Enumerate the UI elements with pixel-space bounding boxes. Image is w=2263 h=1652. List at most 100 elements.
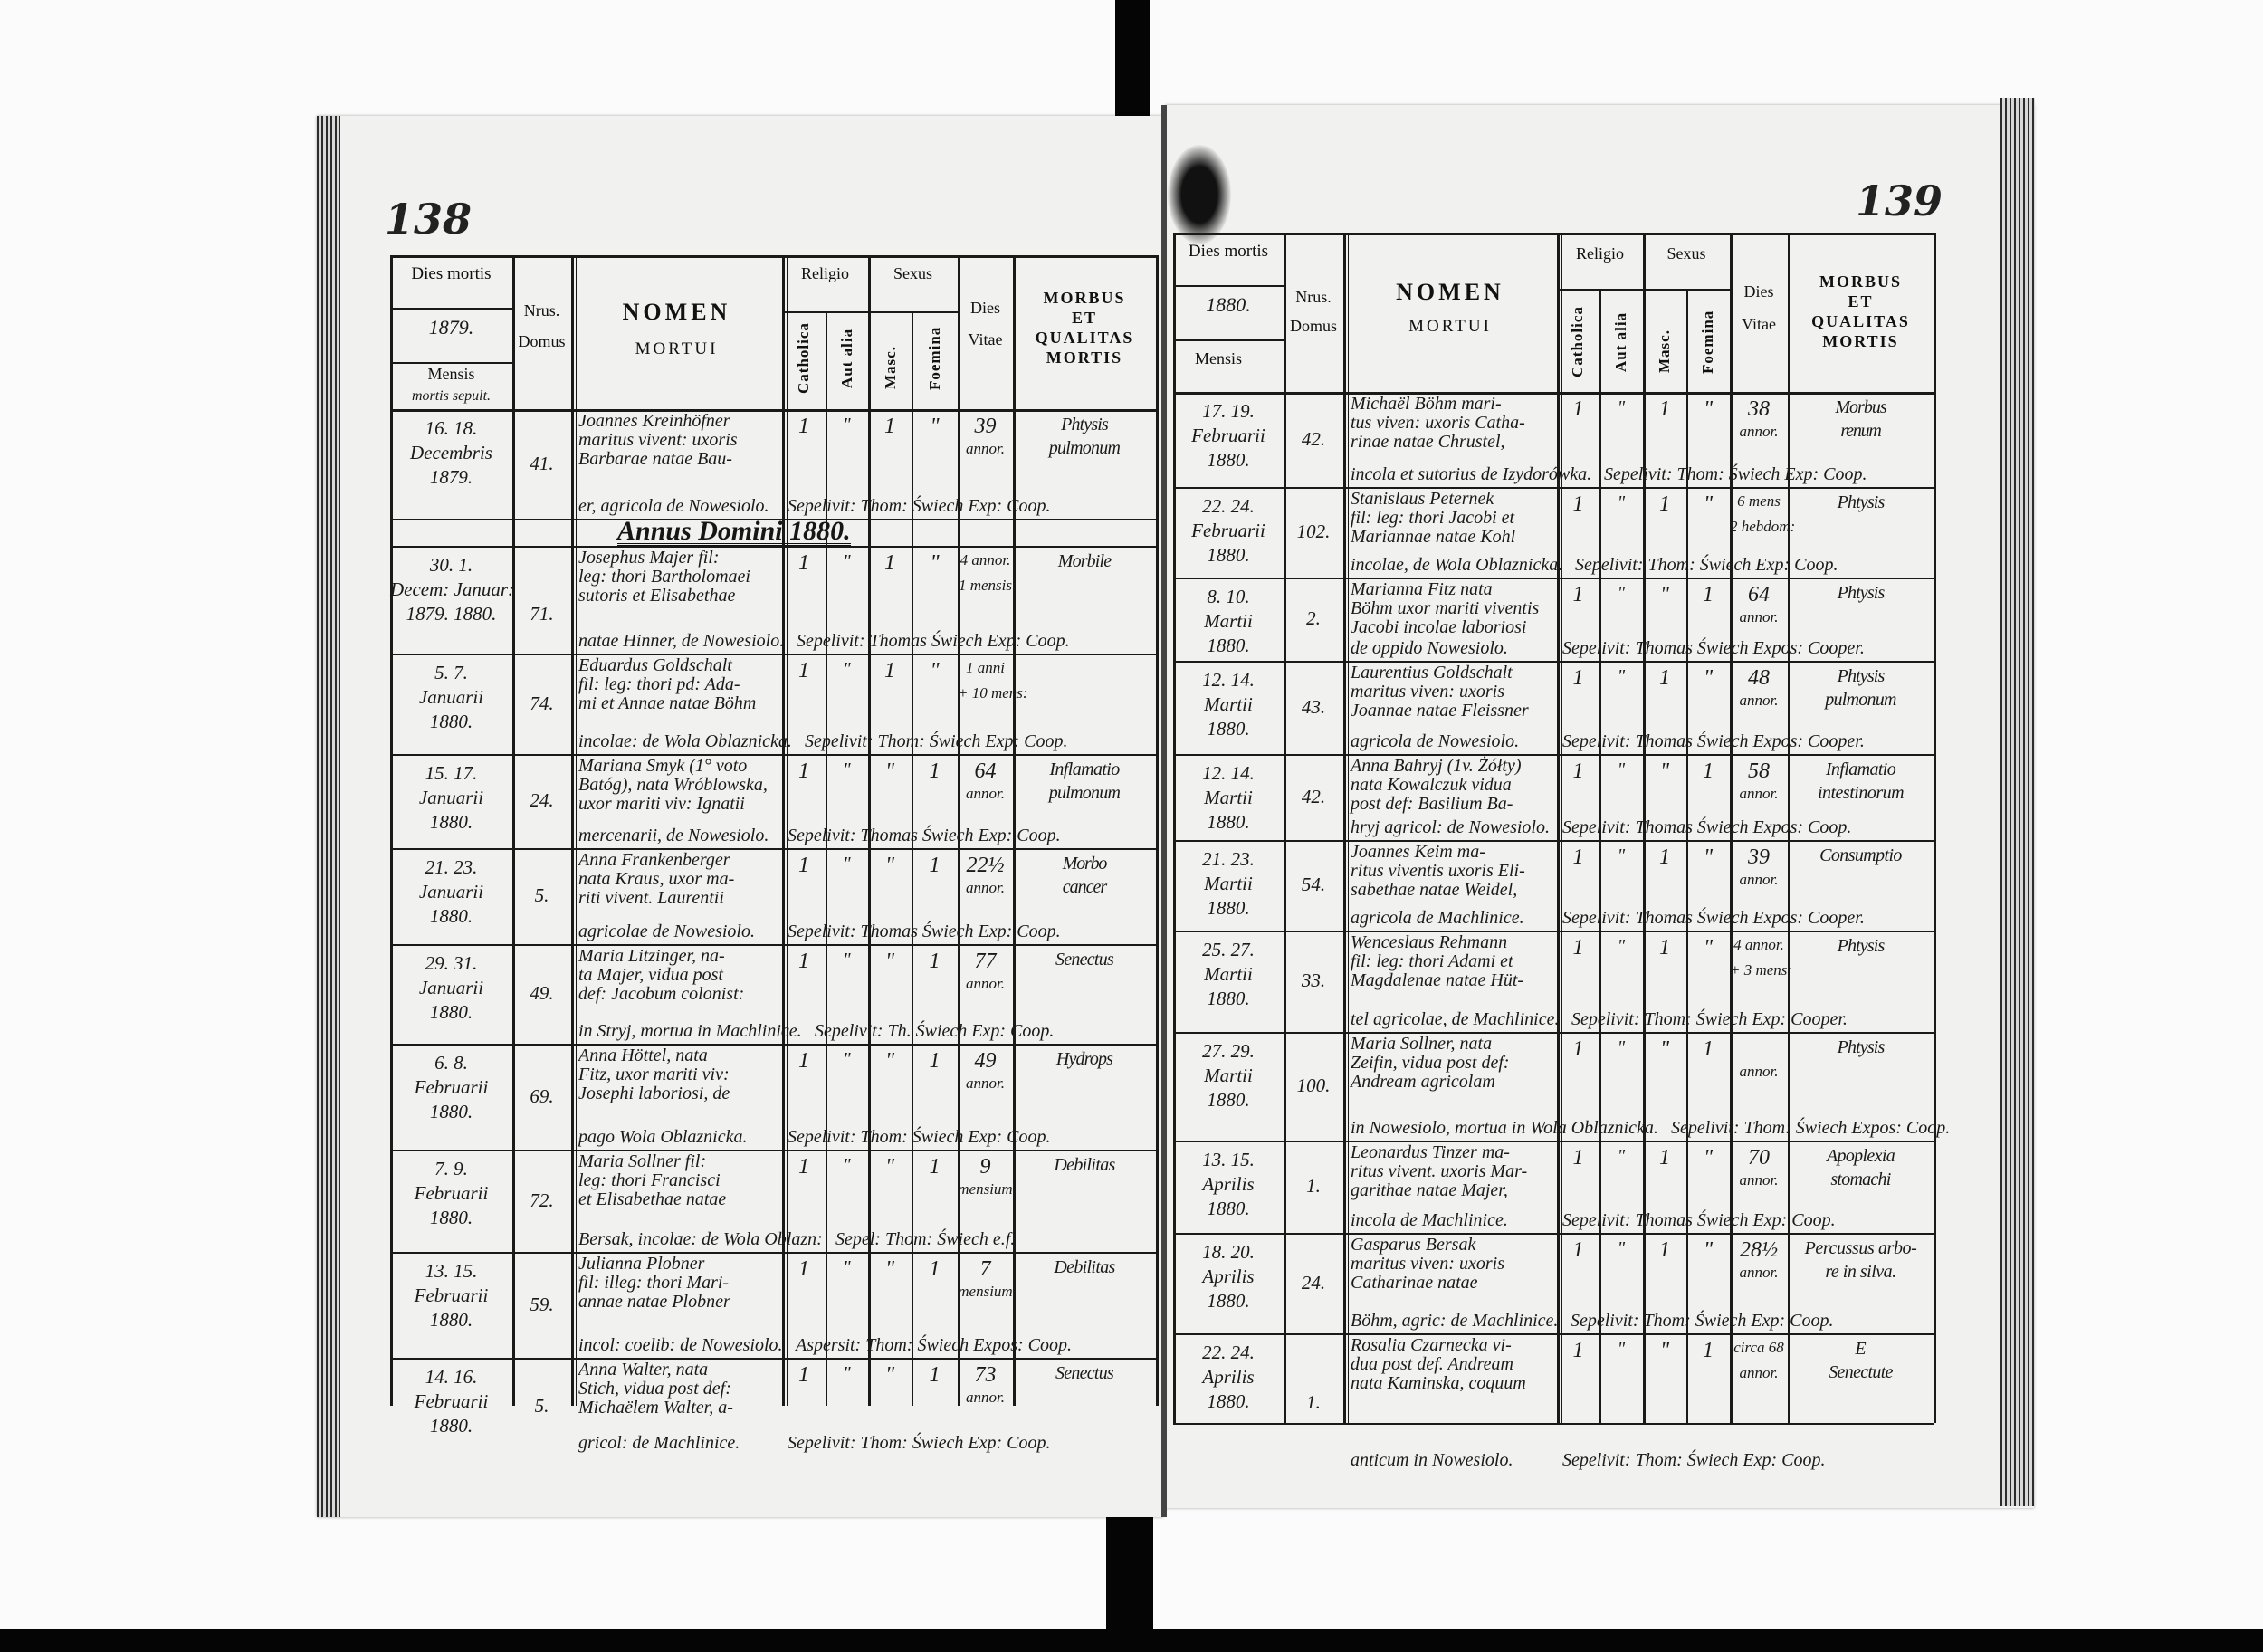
name-line: def: Jacobum colonist: <box>578 984 745 1004</box>
cause-of-death-line: re in silva. <box>1825 1262 1896 1282</box>
cause-of-death-line: E <box>1855 1339 1867 1359</box>
header-morbus-line: MORBUS <box>1819 272 1902 291</box>
name-line: pago Wola Oblaznicka. <box>578 1127 748 1147</box>
header-morbus: MORBUS ET QUALITAS MORTIS <box>1788 272 1934 351</box>
table-bottom-rule <box>1173 1423 1934 1425</box>
header-vitae: Vitae <box>968 330 1003 349</box>
column-rule <box>1730 233 1733 1423</box>
religio-aut-alia: " <box>843 759 851 779</box>
header-year-rule-bottom <box>390 362 512 364</box>
date-line: 13. 15. <box>425 1260 478 1282</box>
header-year-rule-top <box>1173 285 1284 287</box>
name-line: Wenceslaus Rehmann <box>1351 932 1508 952</box>
column-rule <box>390 255 393 1406</box>
row-rule <box>1173 1333 1934 1335</box>
burial-note: Aspersit: Thom: Świech Expos: Coop. <box>796 1335 1072 1355</box>
religio-aut-alia: " <box>843 854 851 874</box>
sex-masc: " <box>884 1049 895 1073</box>
sex-foemina: 1 <box>1703 1339 1714 1362</box>
name-line: tel agricolae, de Machlinice. <box>1351 1009 1560 1029</box>
name-line: Joannes Kreinhöfner <box>578 411 730 431</box>
burial-note: Sepelivit: Thom: Świech Exp: Coop. <box>788 496 1051 516</box>
column-rule <box>1557 233 1560 1423</box>
age-line: mensium <box>958 1283 1013 1300</box>
date-line: 1879. 1880. <box>406 603 497 625</box>
date-line: Aprilis <box>1202 1173 1255 1195</box>
name-line: Barbarae natae Bau- <box>578 449 732 469</box>
date-line: 21. 23. <box>1202 848 1255 870</box>
date-line: 1880. <box>429 905 473 927</box>
name-line: natae Hinner, de Nowesiolo. <box>578 631 785 651</box>
name-line: Anna Frankenberger <box>578 850 730 870</box>
cause-of-death-line: Phtysis <box>1837 1037 1886 1057</box>
header-nomen: NOMEN <box>622 299 731 325</box>
header-nrus: Nrus. <box>1295 288 1332 306</box>
header-year: 1880. <box>1206 293 1251 316</box>
column-rule-double <box>787 255 788 1406</box>
religio-catholica: 1 <box>798 854 809 877</box>
date-line: 1880. <box>1207 635 1250 656</box>
column-rule <box>1173 233 1176 1423</box>
date-line: 1880. <box>1207 1089 1250 1111</box>
row-rule <box>390 1044 1156 1046</box>
date-line: 18. 20. <box>1202 1241 1255 1263</box>
column-rule <box>1788 233 1790 1423</box>
religio-catholica: 1 <box>1572 845 1584 869</box>
date-line: Martii <box>1204 693 1253 715</box>
header-catholica: Catholica <box>795 322 812 395</box>
date-line: Martii <box>1204 873 1253 894</box>
burial-note: Sepelivit: Thom: Świech Exp: Cooper. <box>1571 1009 1848 1029</box>
name-line: leg: thori Francisci <box>578 1170 721 1190</box>
date-line: 1880. <box>1207 1198 1250 1219</box>
burial-note: Sepelivit: Thomas Świech Expos: Cooper. <box>1562 638 1865 658</box>
column-rule <box>912 311 913 1406</box>
name-line: leg: thori Bartholomaei <box>578 567 750 587</box>
name-line: ta Majer, vidua post <box>578 965 723 985</box>
cause-of-death-line: Morbus <box>1835 397 1886 417</box>
name-line: rinae natae Chrustel, <box>1351 432 1505 452</box>
age-line: annor. <box>1739 1171 1779 1189</box>
date-line: 25. 27. <box>1202 939 1255 960</box>
name-line: agricolae de Nowesiolo. <box>578 921 755 941</box>
name-line: Gasparus Bersak <box>1351 1235 1476 1255</box>
burial-note: Sepelivit: Thom: Świech Exp: Coop. <box>1571 1311 1834 1331</box>
name-line: uxor mariti viv: Ignatii <box>578 794 745 814</box>
age-line: 22½ <box>966 854 1005 877</box>
sex-masc: 1 <box>1659 845 1670 869</box>
religio-aut-alia: " <box>1617 1146 1626 1166</box>
religio-aut-alia: " <box>843 659 851 679</box>
sex-foemina: " <box>1703 397 1714 421</box>
house-number: 42. <box>1301 427 1326 450</box>
name-line: Magdalenae natae Hüt- <box>1351 970 1524 990</box>
column-rule <box>782 255 785 1406</box>
name-line: incol: coelib: de Nowesiolo. <box>578 1335 783 1355</box>
age-line: 48 <box>1748 666 1770 690</box>
name-line: mercenarii, de Nowesiolo. <box>578 826 769 845</box>
date-line: Martii <box>1204 963 1253 985</box>
burial-note: Sepelivit: Thomas Świech Exp: Coop. <box>1562 1210 1836 1230</box>
cause-of-death-line: Morbo <box>1062 854 1108 874</box>
house-number: 33. <box>1301 969 1326 991</box>
religio-catholica: 1 <box>798 415 809 438</box>
religio-catholica: 1 <box>1572 1339 1584 1362</box>
date-line: 16. 18. <box>425 417 478 439</box>
date-line: Decembris <box>410 442 492 463</box>
age-line: 38 <box>1748 397 1770 421</box>
age-line: annor. <box>1739 871 1779 888</box>
column-rule <box>512 255 515 1406</box>
burial-note: Sepelivit: Thom: Świech Exp: Coop. <box>1604 464 1867 484</box>
cause-of-death-line: Senectus <box>1055 1363 1114 1383</box>
date-line: 22. 24. <box>1202 495 1255 517</box>
column-rule <box>1934 233 1936 1423</box>
table-top-rule <box>390 255 1156 258</box>
sex-foemina: 1 <box>929 1363 941 1387</box>
age-line: annor. <box>966 785 1005 802</box>
religio-aut-alia: " <box>1617 936 1626 956</box>
name-line: sutoris et Elisabethae <box>578 586 736 606</box>
burial-note: Sepelivit: Thomas Świech Expos: Coop. <box>1562 817 1852 837</box>
date-line: 1880. <box>1207 897 1250 919</box>
house-number: 49. <box>530 982 554 1004</box>
name-line: hryj agricol: de Nowesiolo. <box>1351 817 1550 837</box>
date-line: Januarii <box>418 686 484 708</box>
cause-of-death-line: Phtysis <box>1837 583 1886 603</box>
